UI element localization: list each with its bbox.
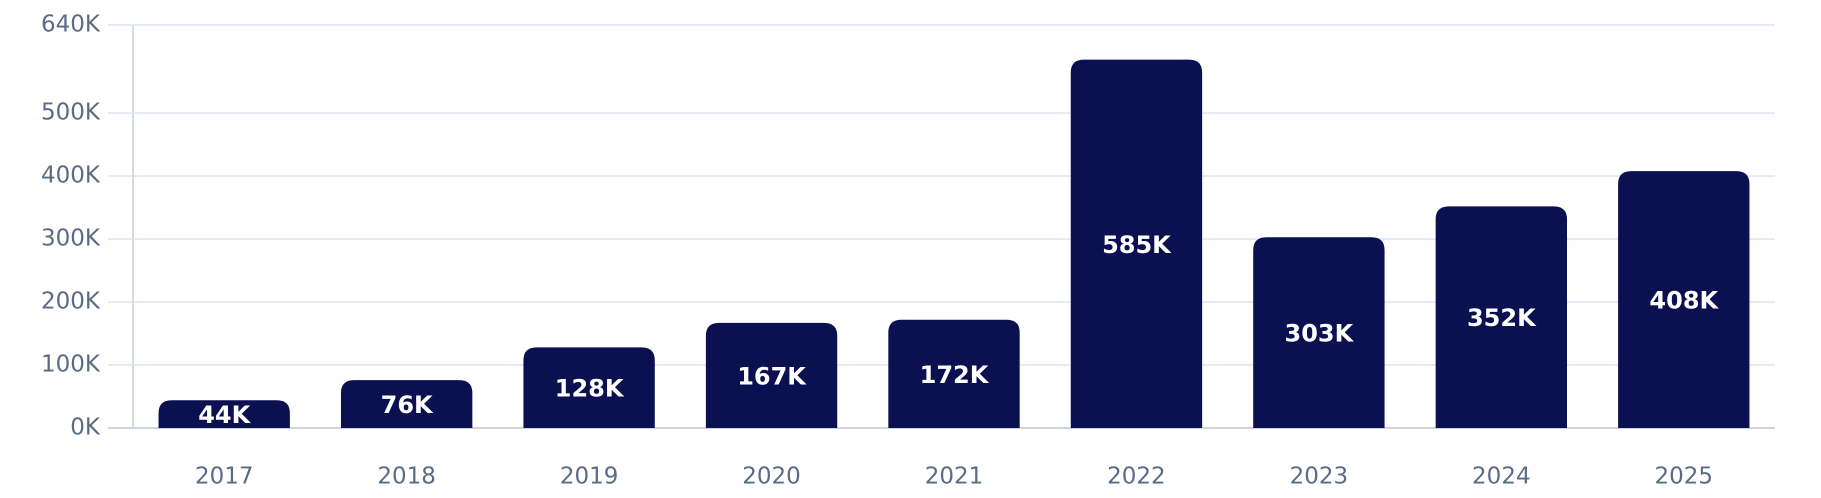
- bar: [1618, 171, 1750, 428]
- bar: [705, 322, 838, 428]
- bar: [1070, 59, 1203, 428]
- x-tick-label: 2024: [1472, 464, 1531, 490]
- y-tick-label: 400K: [41, 163, 101, 189]
- value-label: 585K: [1102, 231, 1172, 259]
- bar: [158, 400, 290, 428]
- y-tick-label: 100K: [41, 352, 101, 378]
- x-tick-label: 2020: [742, 464, 801, 490]
- y-tick-label: 0K: [70, 415, 101, 441]
- value-label: 128K: [555, 375, 625, 403]
- x-tick-label: 2018: [377, 464, 436, 490]
- y-tick-label: 500K: [41, 100, 101, 126]
- y-tick-label: 200K: [41, 289, 101, 315]
- value-label: 352K: [1467, 304, 1537, 332]
- bar: [1435, 206, 1568, 428]
- x-tick-label: 2017: [195, 464, 254, 490]
- value-label: 76K: [381, 391, 434, 419]
- bar: [888, 319, 1020, 428]
- value-label: 303K: [1285, 320, 1355, 348]
- value-label: 172K: [920, 361, 990, 389]
- value-label: 44K: [198, 401, 251, 429]
- x-tick-label: 2025: [1655, 464, 1714, 490]
- y-tick-label: 640K: [41, 12, 101, 38]
- x-tick-label: 2021: [925, 464, 984, 490]
- bar: [523, 347, 655, 428]
- x-tick-label: 2019: [560, 464, 619, 490]
- bar: [340, 380, 473, 428]
- x-tick-label: 2022: [1107, 464, 1166, 490]
- x-tick-label: 2023: [1290, 464, 1349, 490]
- bar: [1253, 237, 1385, 428]
- value-label: 408K: [1649, 287, 1719, 315]
- value-label: 167K: [737, 362, 807, 390]
- y-tick-label: 300K: [41, 226, 101, 252]
